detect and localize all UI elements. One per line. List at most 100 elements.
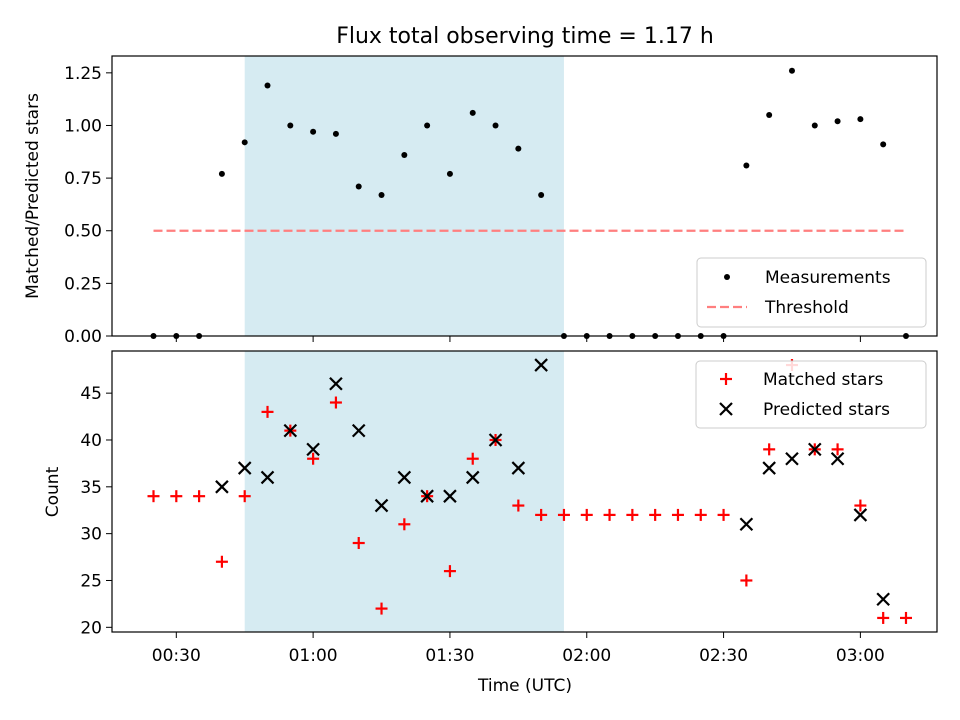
matched-star-point xyxy=(261,405,274,418)
legend-predicted-label: Predicted stars xyxy=(763,400,890,420)
measurement-point xyxy=(834,118,841,125)
matched-star-point xyxy=(580,508,593,521)
measurement-point xyxy=(355,183,362,190)
measurement-point xyxy=(401,151,408,158)
matched-star-point xyxy=(238,490,251,503)
legend-measurements-label: Measurements xyxy=(765,268,891,288)
matched-star-point xyxy=(535,508,548,521)
cross-bar-b xyxy=(443,489,457,503)
measurement-point xyxy=(811,122,818,129)
bottom-y-tick-label: 45 xyxy=(80,384,102,404)
predicted-star-point xyxy=(511,461,526,475)
x-tick-label: 02:00 xyxy=(562,646,611,666)
matched-star-point xyxy=(877,611,890,624)
matched-star-point xyxy=(512,499,525,512)
cross-bar-b xyxy=(511,461,526,475)
cross-bar-b xyxy=(237,461,252,475)
measurement-point xyxy=(515,145,522,152)
bottom-y-axis: 20 25 30 35 40 45 xyxy=(80,384,112,638)
legend-measurements-marker xyxy=(724,274,730,280)
measurement-point xyxy=(378,191,385,198)
predicted-star-point xyxy=(443,489,457,503)
cross-bar-b xyxy=(785,451,799,466)
measurement-point xyxy=(880,141,887,148)
legend-threshold-label: Threshold xyxy=(764,298,849,318)
bottom-panel: 20 25 30 35 40 45 00:30 01:00 01:30 02:00 02:30 03… xyxy=(43,350,938,696)
predicted-star-point xyxy=(830,451,845,466)
measurement-point xyxy=(287,122,294,129)
predicted-star-point xyxy=(283,423,298,438)
predicted-star-point xyxy=(260,470,275,485)
matched-star-point xyxy=(147,490,160,503)
matched-star-point xyxy=(717,508,730,521)
cross-bar-b xyxy=(488,433,503,447)
matched-star-point xyxy=(193,490,206,503)
cross-bar-b xyxy=(260,470,275,485)
bottom-x-axis: 00:30 01:00 01:30 02:00 02:30 03:00 xyxy=(152,632,885,666)
measurement-point xyxy=(424,122,431,129)
x-tick-label: 02:30 xyxy=(699,646,748,666)
matched-star-point xyxy=(307,452,320,465)
top-y-tick-label: 0.50 xyxy=(64,222,102,242)
matched-star-point xyxy=(557,508,570,521)
x-axis-label: Time (UTC) xyxy=(477,676,572,696)
matched-star-point xyxy=(694,508,707,521)
cross-bar-b xyxy=(876,592,890,606)
x-tick-label: 00:30 xyxy=(152,646,201,666)
bottom-axes-frame xyxy=(111,350,938,633)
cross-bar-b xyxy=(719,402,733,416)
predicted-star-point xyxy=(397,470,412,485)
bottom-plot-marks xyxy=(147,358,912,624)
cross-bar-b xyxy=(465,470,480,485)
top-axes-frame xyxy=(111,55,938,337)
measurement-point xyxy=(766,111,773,118)
cross-bar-b xyxy=(830,451,845,466)
x-tick-label: 01:00 xyxy=(289,646,338,666)
predicted-star-point xyxy=(534,358,548,372)
measurement-point xyxy=(857,116,864,123)
predicted-star-point xyxy=(807,442,822,457)
matched-star-point xyxy=(215,555,228,568)
measurement-point xyxy=(446,170,453,177)
measurement-point xyxy=(492,122,499,129)
measurement-point xyxy=(332,130,339,137)
predicted-star-point xyxy=(420,489,434,503)
top-y-tick-label: 0.25 xyxy=(64,274,102,294)
top-legend: Measurements Threshold xyxy=(696,257,927,328)
matched-star-point xyxy=(170,490,183,503)
measurement-point xyxy=(218,170,225,177)
predicted-star-point xyxy=(465,470,480,485)
top-y-tick-label: 0.75 xyxy=(64,169,102,189)
predicted-star-point xyxy=(351,423,366,438)
cross-bar-b xyxy=(807,442,822,457)
predicted-star-point xyxy=(237,461,252,475)
top-shaded-interval xyxy=(244,56,564,336)
legend-matched-marker xyxy=(720,373,732,385)
predicted-star-point xyxy=(853,508,868,522)
matched-star-point xyxy=(375,602,388,615)
matched-star-point xyxy=(740,574,753,587)
cross-bar-b xyxy=(739,517,754,532)
cross-bar-b xyxy=(306,442,320,457)
top-y-tick-label: 0.00 xyxy=(64,327,102,347)
top-y-tick-label: 1.00 xyxy=(64,116,102,136)
predicted-star-point xyxy=(488,433,503,447)
cross-bar-b xyxy=(215,480,229,494)
matched-star-point xyxy=(398,518,411,531)
bottom-y-tick-label: 30 xyxy=(80,525,102,545)
predicted-star-point xyxy=(329,377,343,391)
x-tick-label: 01:30 xyxy=(425,646,474,666)
matched-star-point xyxy=(831,443,844,456)
top-panel: 0.00 0.25 0.50 0.75 1.00 1.25 Matched/Predict… xyxy=(23,55,938,347)
matched-star-point xyxy=(329,396,342,409)
legend-plus-glyph xyxy=(720,373,732,385)
bottom-legend: Matched stars Predicted stars xyxy=(695,360,927,429)
top-y-tick-label: 1.25 xyxy=(64,64,102,84)
cross-bar-b xyxy=(351,423,366,438)
predicted-star-point xyxy=(739,517,754,532)
matched-star-point xyxy=(626,508,639,521)
cross-bar-b xyxy=(534,358,548,372)
cross-bar-b xyxy=(329,377,343,391)
measurement-point xyxy=(241,139,248,146)
